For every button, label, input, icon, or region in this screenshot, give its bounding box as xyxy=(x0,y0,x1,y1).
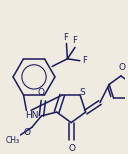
Text: F: F xyxy=(73,36,77,45)
Text: F: F xyxy=(82,56,87,65)
Text: HN: HN xyxy=(25,111,39,120)
Text: O: O xyxy=(24,128,31,137)
Text: O: O xyxy=(118,63,125,72)
Text: F: F xyxy=(63,33,68,42)
Text: O: O xyxy=(69,144,76,153)
Text: CH₃: CH₃ xyxy=(5,136,19,145)
Text: O: O xyxy=(38,88,45,97)
Text: S: S xyxy=(79,88,85,97)
